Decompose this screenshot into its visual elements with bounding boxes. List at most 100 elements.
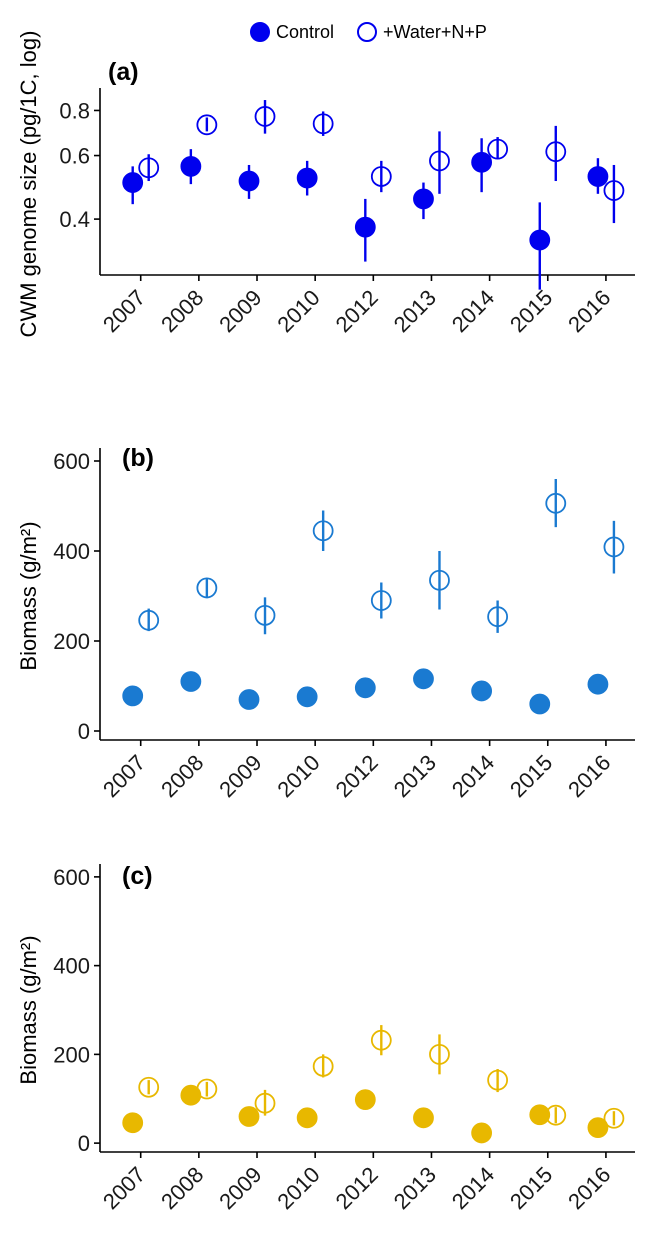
legend-treatment-label: +Water+N+P: [383, 22, 487, 42]
data-point: [529, 1104, 551, 1126]
data-point: [138, 157, 160, 179]
data-point: [370, 1029, 392, 1051]
x-tick-label: 2013: [389, 750, 441, 802]
x-tick-label: 2015: [505, 285, 557, 337]
panel-a: (a) CWM genome size (pg/1C, log) 0.4 0.6 0…: [16, 31, 635, 338]
data-point: [429, 150, 450, 172]
data-point: [487, 1069, 509, 1091]
data-point: [138, 609, 160, 631]
x-tick-label: 2012: [331, 1162, 383, 1214]
data-point: [413, 1107, 434, 1129]
data-point: [587, 1117, 609, 1138]
x-tick-label: 2016: [563, 750, 615, 802]
data-point: [296, 1107, 318, 1129]
data-point: [254, 1092, 276, 1114]
data-point: [529, 229, 551, 251]
data-point: [354, 1089, 376, 1111]
x-tick-label: 2007: [98, 750, 150, 802]
data-point: [471, 151, 493, 173]
y-tick-label: 0: [78, 719, 90, 744]
data-point: [238, 689, 260, 710]
x-tick-label: 2007: [98, 1162, 150, 1214]
x-tick-label: 2009: [214, 750, 266, 802]
series-treatment: [138, 100, 625, 224]
data-point: [354, 677, 376, 699]
data-point: [122, 685, 144, 707]
data-point: [180, 671, 202, 692]
y-tick-label: 0.8: [59, 98, 90, 123]
x-tick-label: 2014: [447, 285, 499, 337]
y-tick-label: 400: [53, 954, 90, 979]
x-tick-label: 2014: [447, 1162, 499, 1214]
data-point: [529, 693, 551, 715]
x-tick-label: 2008: [156, 750, 208, 802]
panel-label: (b): [122, 444, 154, 472]
y-axis-title: CWM genome size (pg/1C, log): [16, 31, 41, 338]
data-point: [138, 1076, 160, 1098]
data-point: [370, 590, 392, 611]
data-point: [487, 138, 509, 160]
data-point: [487, 606, 509, 628]
x-tick-label: 2009: [214, 285, 266, 337]
x-tick-label: 2010: [272, 750, 324, 802]
x-tick-label: 2008: [156, 1162, 208, 1214]
data-point: [429, 1043, 450, 1065]
y-tick-label: 600: [53, 865, 90, 890]
panel-label: (a): [108, 58, 139, 86]
x-tick-label: 2015: [505, 750, 557, 802]
x-tick-label: 2016: [563, 1162, 615, 1214]
x-tick-label: 2008: [156, 285, 208, 337]
x-tick-label: 2010: [272, 1162, 324, 1214]
data-point: [587, 166, 609, 187]
series-control: [122, 138, 609, 290]
data-point: [238, 1106, 260, 1127]
data-point: [312, 520, 334, 542]
legend: Control +Water+N+P: [250, 22, 487, 42]
data-point: [587, 673, 609, 695]
series-control: [122, 668, 609, 715]
y-axis-title: Biomass (g/m²): [16, 521, 41, 670]
panel-b: (b) Biomass (g/m²) 0 200 400 600 2007 2008 200…: [16, 444, 635, 802]
data-point: [296, 686, 318, 708]
x-tick-label: 2013: [389, 285, 441, 337]
y-tick-label: 0.4: [59, 207, 90, 232]
data-point: [370, 166, 392, 187]
x-tick-label: 2014: [447, 750, 499, 802]
data-point: [545, 492, 567, 514]
data-point: [312, 1055, 334, 1077]
y-tick-label: 200: [53, 1042, 90, 1067]
data-point: [354, 216, 376, 238]
data-point: [122, 172, 144, 193]
data-point: [545, 1104, 567, 1126]
data-point: [296, 167, 318, 189]
data-point: [545, 141, 567, 163]
x-tick-label: 2010: [272, 285, 324, 337]
data-point: [196, 1078, 218, 1100]
series-control: [122, 1084, 609, 1144]
panel-c: (c) Biomass (g/m²) 0 200 400 600 2007 2008 200…: [16, 862, 635, 1214]
data-point: [254, 106, 276, 127]
y-tick-label: 400: [53, 539, 90, 564]
series-treatment: [138, 479, 625, 635]
y-tick-label: 0: [78, 1131, 90, 1156]
x-tick-label: 2012: [331, 750, 383, 802]
data-point: [254, 604, 276, 626]
data-point: [429, 569, 450, 591]
legend-control-label: Control: [276, 22, 334, 42]
x-tick-label: 2015: [505, 1162, 557, 1214]
data-point: [312, 113, 334, 135]
x-tick-label: 2007: [98, 285, 150, 337]
x-tick-label: 2013: [389, 1162, 441, 1214]
panel-label: (c): [122, 862, 153, 890]
data-point: [122, 1112, 144, 1134]
x-tick-label: 2012: [331, 285, 383, 337]
legend-control-marker: [250, 22, 270, 42]
data-point: [196, 577, 218, 599]
data-point: [603, 536, 625, 558]
x-tick-label: 2016: [563, 285, 615, 337]
y-tick-label: 200: [53, 629, 90, 654]
series-treatment: [138, 1025, 625, 1129]
data-point: [180, 155, 202, 177]
data-point: [413, 668, 434, 690]
